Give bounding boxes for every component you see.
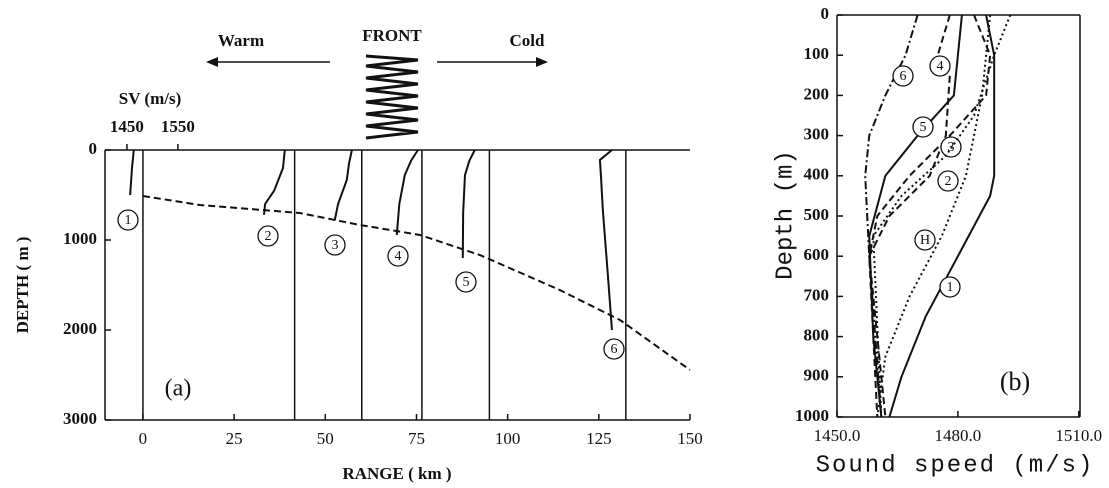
series-label: 4	[937, 59, 944, 74]
label-circle	[939, 276, 961, 298]
label-circle	[914, 229, 936, 251]
series-label: 6	[611, 342, 618, 357]
sv-tick-label: 1450	[110, 117, 144, 136]
series-label: 1	[125, 213, 132, 228]
series-label: 2	[945, 174, 952, 189]
profile-line	[872, 14, 1012, 418]
series-label: 2	[265, 229, 272, 244]
warm-label: Warm	[218, 31, 264, 50]
front-label: FRONT	[362, 26, 422, 45]
label-circle	[892, 65, 914, 87]
x-tick-label: 150	[677, 429, 703, 448]
profile-line	[888, 14, 996, 418]
profile-line	[461, 149, 476, 259]
label-circle	[929, 55, 951, 77]
cold-label: Cold	[510, 31, 546, 50]
y-tick-label: 100	[804, 44, 830, 63]
label-circle	[455, 271, 477, 293]
label-circle	[387, 245, 409, 267]
y-tick-label: 300	[804, 125, 830, 144]
profile-line	[876, 14, 992, 418]
panel-a-xlabel: RANGE ( km )	[342, 464, 451, 483]
x-tick-label: 25	[226, 429, 243, 448]
panel-b-title: (b)	[1000, 367, 1030, 396]
y-tick-label: 2000	[63, 319, 97, 338]
series-label: 5	[920, 120, 927, 135]
profile-line	[263, 149, 286, 215]
front-zigzag	[365, 54, 419, 140]
y-tick-label: 1000	[63, 229, 97, 248]
x-tick-label: 100	[495, 429, 521, 448]
profile-line	[868, 14, 992, 418]
y-tick-label: 700	[804, 285, 830, 304]
series-label: 6	[900, 69, 907, 84]
y-tick-label: 600	[804, 245, 830, 264]
y-tick-label: 400	[804, 165, 830, 184]
x-tick-label: 50	[317, 429, 334, 448]
label-circle	[117, 209, 139, 231]
x-tick-label: 0	[139, 429, 148, 448]
x-tick-label: 75	[408, 429, 425, 448]
y-tick-label: 0	[821, 4, 830, 23]
series-label: 1	[947, 280, 954, 295]
sv-tick-label: 1550	[161, 117, 195, 136]
panel-a-ylabel: DEPTH ( m )	[13, 237, 32, 334]
series-label: H	[920, 233, 930, 248]
y-tick-label: 0	[89, 139, 98, 158]
y-tick-label: 200	[804, 84, 830, 103]
series-label: 3	[332, 238, 339, 253]
y-tick-label: 900	[804, 366, 830, 385]
profile-line	[868, 14, 963, 418]
x-tick-label: 125	[586, 429, 612, 448]
label-circle	[324, 234, 346, 256]
x-tick-label: 1480.0	[935, 426, 982, 445]
panel-b-ylabel: Depth (m)	[772, 150, 799, 280]
y-tick-label: 800	[804, 326, 830, 345]
label-circle	[603, 338, 625, 360]
y-tick-label: 1000	[795, 406, 829, 425]
profile-line	[598, 149, 613, 331]
profile-line	[129, 149, 135, 196]
boundary-line	[142, 195, 691, 371]
sv-axis-label: SV (m/s)	[119, 89, 182, 108]
panel-a-title: (a)	[165, 376, 192, 402]
series-label: 4	[395, 249, 402, 264]
x-tick-label: 1510.0	[1055, 426, 1102, 445]
profile-line	[333, 149, 353, 221]
label-circle	[937, 170, 959, 192]
label-circle	[912, 116, 934, 138]
panel-b-xlabel: Sound speed (m/s)	[816, 452, 1095, 479]
y-tick-label: 500	[804, 205, 830, 224]
cold-arrowhead	[536, 57, 548, 67]
x-tick-label: 1450.0	[814, 426, 861, 445]
y-tick-label: 3000	[63, 409, 97, 428]
profile-line	[395, 149, 419, 236]
label-circle	[257, 225, 279, 247]
series-label: 5	[463, 275, 470, 290]
warm-arrowhead	[206, 57, 218, 67]
